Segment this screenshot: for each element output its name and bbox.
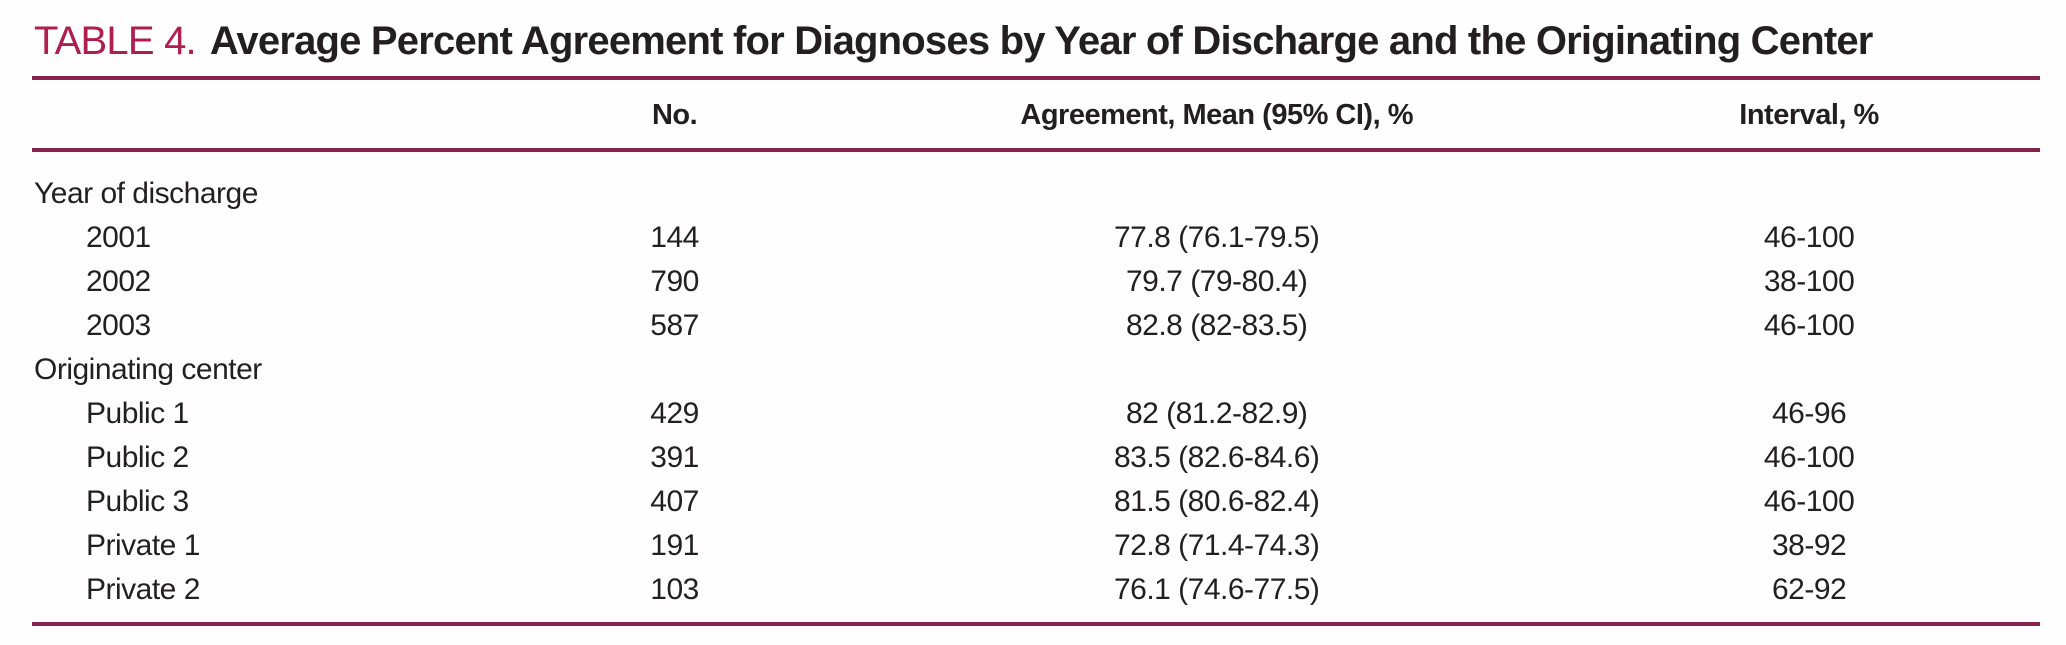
header-row: No. Agreement, Mean (95% CI), % Interval…	[32, 78, 2040, 150]
agreement-value: 76.1 (74.6-77.5)	[1113, 573, 1320, 606]
no-value: 191	[650, 529, 699, 562]
group-label: Year of discharge	[34, 177, 258, 210]
table-title: TABLE 4. Average Percent Agreement for Di…	[32, 12, 2040, 76]
agreement-value: 77.8 (76.1-79.5)	[1113, 221, 1320, 254]
table-row: 2002 790 79.7 (79-80.4) 38-100	[32, 260, 2040, 304]
group-label: Originating center	[34, 353, 262, 386]
row-label: Private 1	[86, 529, 200, 562]
interval-value: 62-92	[1771, 573, 1847, 606]
table-number-label: TABLE 4.	[34, 19, 197, 63]
interval-value: 38-100	[1763, 265, 1855, 298]
agreement-value: 79.7 (79-80.4)	[1125, 265, 1308, 298]
no-value: 391	[650, 441, 699, 474]
table-row: 2001 144 77.8 (76.1-79.5) 46-100	[32, 216, 2040, 260]
no-value: 144	[650, 221, 699, 254]
row-label: 2003	[86, 309, 151, 342]
no-value: 429	[650, 397, 699, 430]
no-value: 103	[650, 573, 699, 606]
header-agreement-column: Agreement, Mean (95% CI), %	[1020, 99, 1413, 131]
no-value: 790	[650, 265, 699, 298]
row-label: Public 1	[86, 397, 189, 430]
header-no-column: No.	[651, 99, 698, 131]
agreement-value: 72.8 (71.4-74.3)	[1113, 529, 1320, 562]
data-table: No. Agreement, Mean (95% CI), % Interval…	[32, 76, 2040, 626]
group-row: Year of discharge	[32, 150, 2040, 216]
table-row: Private 1 191 72.8 (71.4-74.3) 38-92	[32, 524, 2040, 568]
table-row: Public 2 391 83.5 (82.6-84.6) 46-100	[32, 436, 2040, 480]
group-row: Originating center	[32, 348, 2040, 392]
table-row: 2003 587 82.8 (82-83.5) 46-100	[32, 304, 2040, 348]
interval-value: 46-96	[1771, 397, 1847, 430]
header-row-label-column	[32, 78, 494, 150]
table-header: No. Agreement, Mean (95% CI), % Interval…	[32, 78, 2040, 150]
interval-value: 46-100	[1763, 441, 1855, 474]
table-row: Public 3 407 81.5 (80.6-82.4) 46-100	[32, 480, 2040, 524]
interval-value: 46-100	[1763, 485, 1855, 518]
no-value: 587	[650, 309, 699, 342]
table-title-text: Average Percent Agreement for Diagnoses …	[209, 19, 1874, 63]
header-interval-column: Interval, %	[1739, 99, 1879, 131]
interval-value: 46-100	[1763, 309, 1855, 342]
table-row: Public 1 429 82 (81.2-82.9) 46-96	[32, 392, 2040, 436]
no-value: 407	[650, 485, 699, 518]
row-label: Public 2	[86, 441, 189, 474]
interval-value: 46-100	[1763, 221, 1855, 254]
table-body: Year of discharge 2001 144 77.8 (76.1-79.5)…	[32, 150, 2040, 624]
agreement-value: 82 (81.2-82.9)	[1125, 397, 1308, 430]
row-label: Private 2	[86, 573, 200, 606]
agreement-value: 81.5 (80.6-82.4)	[1113, 485, 1320, 518]
agreement-value: 83.5 (82.6-84.6)	[1113, 441, 1320, 474]
row-label: 2002	[86, 265, 151, 298]
interval-value: 38-92	[1771, 529, 1847, 562]
row-label: 2001	[86, 221, 151, 254]
row-label: Public 3	[86, 485, 189, 518]
agreement-value: 82.8 (82-83.5)	[1125, 309, 1308, 342]
table-row: Private 2 103 76.1 (74.6-77.5) 62-92	[32, 568, 2040, 624]
